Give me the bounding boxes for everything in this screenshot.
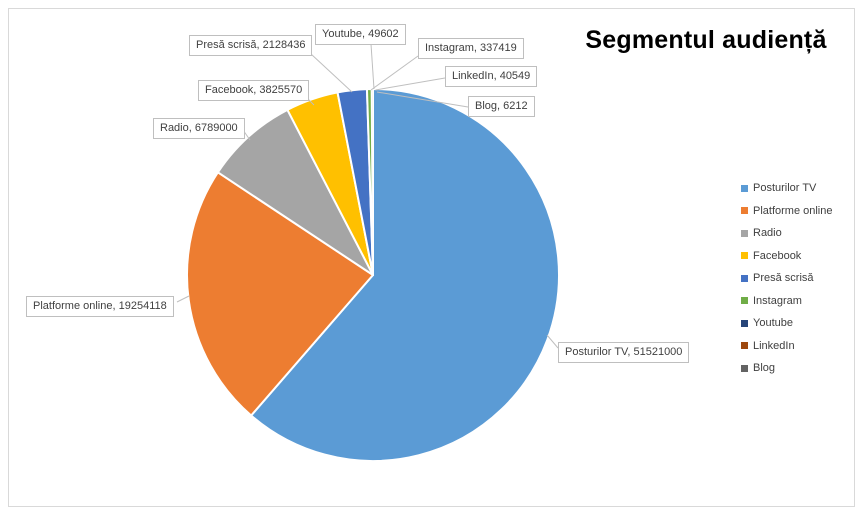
legend-marker-icon xyxy=(741,274,748,282)
legend-label: Facebook xyxy=(753,249,802,262)
legend-label: Posturilor TV xyxy=(753,182,817,195)
leader-line-blog xyxy=(376,91,469,108)
leader-line-platforme-online xyxy=(176,295,190,303)
leader-line-instagram xyxy=(370,55,419,91)
legend-label: Youtube xyxy=(753,317,793,330)
data-label-platforme-online[interactable]: Platforme online, 19254118 xyxy=(26,296,174,317)
leader-line-linkedin xyxy=(375,77,446,91)
legend-item-linkedin[interactable]: LinkedIn xyxy=(741,335,833,358)
legend-label: LinkedIn xyxy=(753,339,795,352)
chart-title[interactable]: Segmentul audiență xyxy=(585,26,827,54)
data-label-radio[interactable]: Radio, 6789000 xyxy=(153,118,245,139)
legend-marker-icon xyxy=(741,297,748,305)
legend-marker-icon xyxy=(741,184,748,192)
leader-lines-group xyxy=(176,43,559,349)
legend-label: Instagram xyxy=(753,294,802,307)
pie-slices-group xyxy=(186,88,560,462)
pie-slice-posturilor-tv[interactable] xyxy=(250,88,560,462)
legend-label: Blog xyxy=(753,362,776,375)
legend-marker-icon xyxy=(741,229,748,237)
legend-marker-icon xyxy=(741,252,748,260)
data-label-presa-scrisa[interactable]: Presă scrisă, 2128436 xyxy=(189,35,313,56)
data-label-facebook[interactable]: Facebook, 3825570 xyxy=(198,80,310,101)
legend-item-youtube[interactable]: Youtube xyxy=(741,312,833,335)
data-label-youtube[interactable]: Youtube, 49602 xyxy=(315,24,406,45)
leader-line-posturilor-tv xyxy=(546,334,559,349)
data-label-instagram[interactable]: Instagram, 337419 xyxy=(418,38,524,59)
legend-marker-icon xyxy=(741,319,748,327)
data-label-linkedin[interactable]: LinkedIn, 40549 xyxy=(445,66,538,87)
chart-border xyxy=(8,8,855,507)
legend-item-platforme-online[interactable]: Platforme online xyxy=(741,200,833,223)
legend: Posturilor TV Platforme online Radio Facebo… xyxy=(741,177,833,380)
leader-line-presa-scrisa xyxy=(310,53,353,93)
pie-slice-radio[interactable] xyxy=(216,108,374,276)
legend-item-blog[interactable]: Blog xyxy=(741,357,833,380)
legend-label: Presă scrisă xyxy=(753,272,814,285)
data-label-posturilor-tv[interactable]: Posturilor TV, 51521000 xyxy=(558,342,690,363)
legend-item-facebook[interactable]: Facebook xyxy=(741,245,833,268)
legend-item-posturilor-tv[interactable]: Posturilor TV xyxy=(741,177,833,200)
pie-slice-platforme-online[interactable] xyxy=(186,171,374,417)
legend-marker-icon xyxy=(741,342,748,350)
legend-item-radio[interactable]: Radio xyxy=(741,222,833,245)
data-label-blog[interactable]: Blog, 6212 xyxy=(468,96,535,117)
legend-label: Platforme online xyxy=(753,204,833,217)
legend-item-presa-scrisa[interactable]: Presă scrisă xyxy=(741,267,833,290)
legend-item-instagram[interactable]: Instagram xyxy=(741,290,833,313)
legend-marker-icon xyxy=(741,364,748,372)
legend-label: Radio xyxy=(753,227,782,240)
leader-line-youtube xyxy=(370,43,375,90)
legend-marker-icon xyxy=(741,207,748,215)
